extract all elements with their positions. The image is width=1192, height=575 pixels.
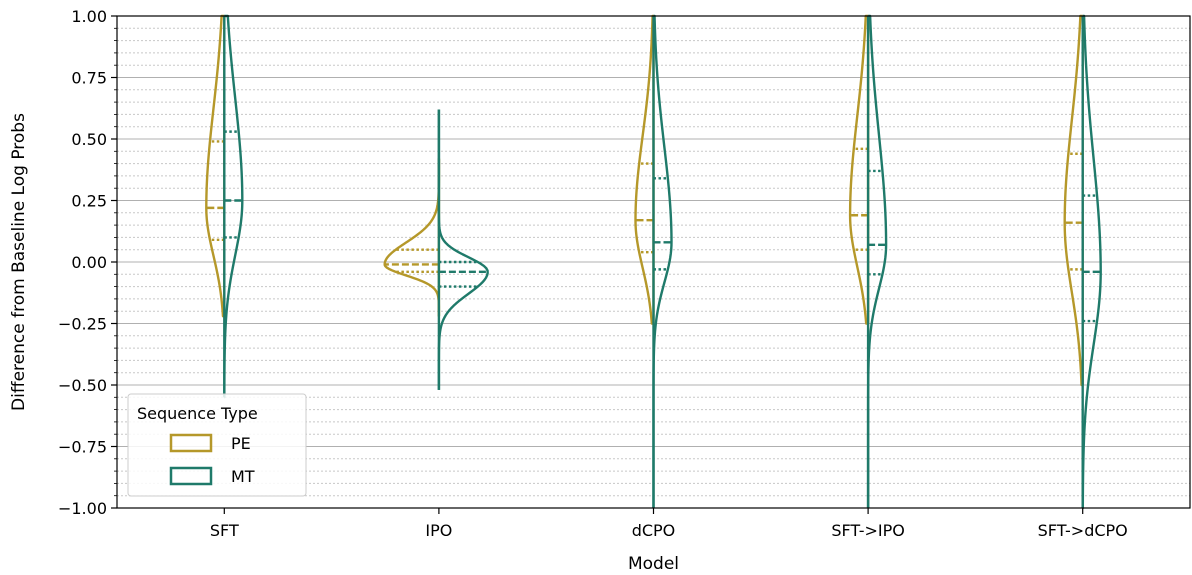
y-tick-label: −0.25	[58, 315, 107, 334]
x-tick-label: SFT	[210, 521, 239, 540]
y-tick-label: 0.25	[71, 192, 107, 211]
violin-pe-sft-ipo	[848, 14, 869, 325]
violin-pe-dcpo	[634, 14, 654, 325]
x-axis-ticks: SFT IPO dCPO SFT->IPO SFT->dCPO	[210, 508, 1128, 540]
legend: Sequence Type PE MT	[127, 393, 307, 497]
x-axis-label: Model	[628, 554, 679, 574]
violin-pe-sft-dcpo	[1063, 14, 1083, 387]
legend-title: Sequence Type	[137, 404, 258, 423]
legend-swatch-mt	[169, 466, 213, 486]
legend-label-mt: MT	[231, 467, 255, 486]
y-tick-label: −1.00	[58, 499, 107, 518]
legend-label-pe: PE	[231, 434, 251, 453]
violin-mt-sft	[223, 14, 244, 399]
x-tick-label: SFT->IPO	[831, 521, 905, 540]
x-tick-label: dCPO	[632, 521, 676, 540]
violin-pe-sft	[205, 14, 225, 318]
y-tick-label: −0.75	[58, 438, 107, 457]
y-tick-label: 0.00	[71, 253, 107, 272]
y-tick-label: −0.50	[58, 376, 107, 395]
violin-mt-sft-dcpo	[1081, 14, 1102, 510]
legend-box	[127, 393, 307, 497]
y-tick-label: 0.75	[71, 69, 107, 88]
y-axis-label: Difference from Baseline Log Probs	[9, 113, 29, 411]
x-tick-label: SFT->dCPO	[1038, 521, 1128, 540]
legend-swatch-pe	[169, 433, 213, 453]
violin-plots	[205, 14, 1102, 510]
y-axis-ticks: −1.00 −0.75 −0.50 −0.25 0.00 0.25 0.50 0.75 1.00	[58, 7, 117, 518]
y-tick-label: 1.00	[71, 7, 107, 26]
x-tick-label: IPO	[425, 521, 452, 540]
y-tick-label: 0.50	[71, 130, 107, 149]
